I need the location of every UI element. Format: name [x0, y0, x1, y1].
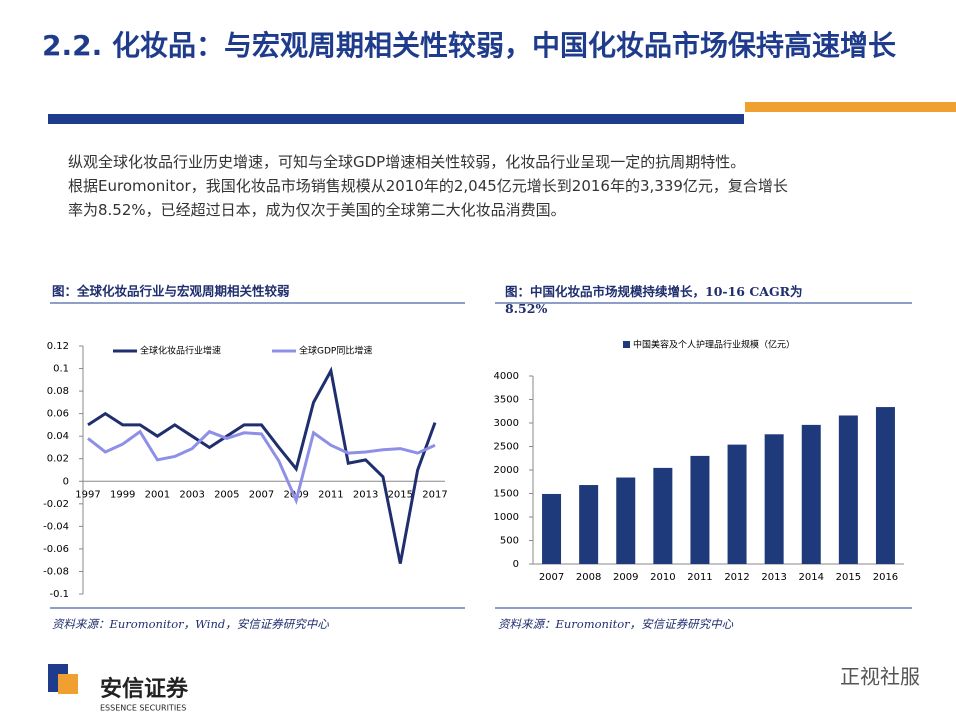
y-tick-label: 2000	[494, 465, 519, 476]
x-tick-label: 2003	[179, 489, 204, 500]
bar	[727, 444, 747, 564]
legend-label: 全球化妆品行业增速	[140, 345, 221, 357]
x-tick-label: 2001	[145, 489, 170, 500]
x-tick-label: 2007	[249, 489, 274, 500]
header-bar-orange	[745, 102, 956, 112]
x-tick-label: 2015	[836, 572, 861, 583]
y-tick-label: 4000	[494, 371, 519, 382]
source-note: 资料来源：Euromonitor，Wind，安信证券研究中心	[52, 617, 329, 631]
x-tick-label: 2009	[613, 572, 638, 583]
y-tick-label: 0.02	[47, 454, 69, 465]
y-tick-label: 0	[513, 559, 519, 570]
x-tick-label: 2011	[318, 489, 343, 500]
source-note: 资料来源：Euromonitor，安信证券研究中心	[498, 617, 734, 631]
y-tick-label: 1500	[494, 489, 519, 500]
x-tick-label: 1997	[75, 489, 100, 500]
chart-title-part: 图：中国化妆品市场规模持续增长，10-16 CAGR为	[505, 284, 803, 299]
bar	[801, 424, 821, 564]
logo-mark	[58, 674, 78, 694]
bar	[875, 407, 895, 564]
y-tick-label: -0.08	[43, 566, 69, 577]
body-line: 纵观全球化妆品行业历史增速，可知与全球GDP增速相关性较弱，化妆品行业呈现一定的…	[68, 153, 746, 171]
line-series	[87, 429, 436, 506]
bar	[616, 477, 636, 564]
bar	[838, 415, 858, 564]
slide-title: 2.2. 化妆品：与宏观周期相关性较弱，中国化妆品市场保持高速增长	[42, 29, 896, 62]
y-tick-label: 3000	[494, 418, 519, 429]
x-tick-label: 2012	[724, 572, 749, 583]
body-text: 纵观全球化妆品行业历史增速，可知与全球GDP增速相关性较弱，化妆品行业呈现一定的…	[68, 150, 788, 222]
x-tick-label: 2008	[576, 572, 601, 583]
y-tick-label: -0.04	[43, 521, 69, 532]
logo-text: 安信证券	[100, 676, 189, 702]
chart-title-part: 8.52%	[505, 301, 547, 316]
y-tick-label: -0.02	[43, 499, 69, 510]
y-tick-label: -0.1	[49, 589, 69, 600]
legend-label: 全球GDP同比增速	[299, 345, 372, 357]
y-tick-label: 0.08	[47, 386, 69, 397]
legend-label: 中国美容及个人护理品行业规模（亿元）	[633, 339, 795, 351]
chart-title: 图：中国化妆品市场规模持续增长，10-16 CAGR为 8.52%	[505, 284, 803, 316]
x-tick-label: 2007	[539, 572, 564, 583]
y-tick-label: 0.1	[53, 364, 69, 375]
y-tick-label: 500	[500, 536, 519, 547]
x-tick-label: 2011	[687, 572, 712, 583]
body-line: 率为8.52%，已经超过日本，成为仅次于美国的全球第二大化妆品消费国。	[68, 201, 566, 219]
y-tick-label: 1000	[494, 512, 519, 523]
x-tick-label: 2015	[388, 489, 413, 500]
bar	[542, 493, 562, 564]
x-tick-label: 2005	[214, 489, 239, 500]
bar	[579, 485, 599, 564]
body-line: 根据Euromonitor，我国化妆品市场销售规模从2010年的2,045亿元增…	[68, 177, 788, 195]
watermark: 正视社服	[840, 665, 920, 689]
y-tick-label: 0	[63, 476, 69, 487]
x-tick-label: 2017	[422, 489, 447, 500]
logo-en: ESSENCE SECURITIES	[100, 704, 186, 713]
y-tick-label: 0.04	[47, 431, 69, 442]
x-tick-label: 2016	[873, 572, 898, 583]
bar	[653, 467, 673, 564]
x-tick-label: 1999	[110, 489, 135, 500]
bar	[690, 455, 710, 564]
line-series	[87, 366, 437, 564]
y-tick-label: 2500	[494, 442, 519, 453]
x-tick-label: 2013	[761, 572, 786, 583]
y-tick-label: 0.12	[47, 341, 69, 352]
bar	[764, 434, 784, 564]
header-bar-blue	[48, 114, 744, 124]
x-tick-label: 2013	[353, 489, 378, 500]
legend-swatch	[623, 341, 630, 348]
x-tick-label: 2014	[799, 572, 824, 583]
y-tick-label: -0.06	[43, 544, 69, 555]
chart-title: 图：全球化妆品行业与宏观周期相关性较弱	[52, 284, 290, 299]
y-tick-label: 0.06	[47, 409, 69, 420]
y-tick-label: 3500	[494, 395, 519, 406]
x-tick-label: 2010	[650, 572, 675, 583]
